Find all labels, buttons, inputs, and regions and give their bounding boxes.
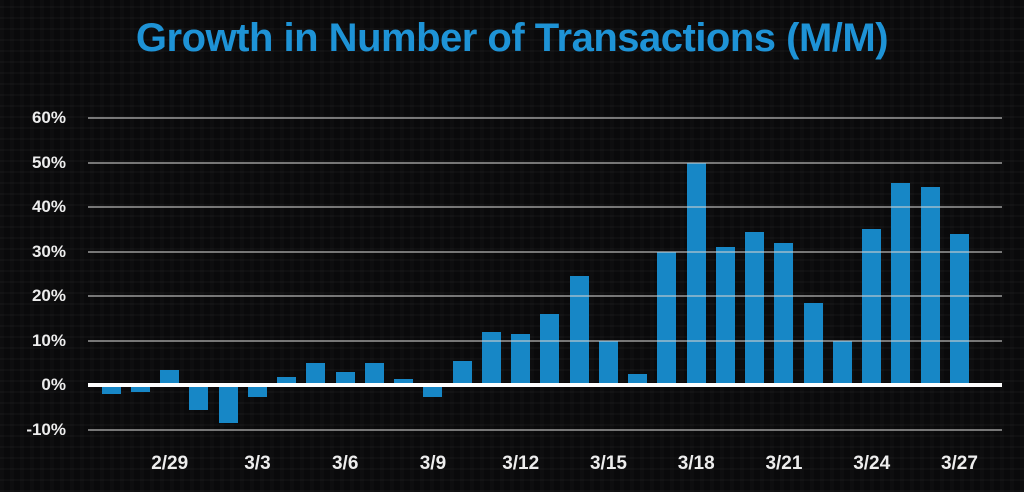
bar-3-24 (862, 229, 882, 386)
x-tick-label-3-12: 3/12 (502, 453, 540, 474)
gridline-50 (88, 161, 1002, 164)
x-tick-label-3-21: 3/21 (765, 453, 803, 474)
gridline-40 (88, 206, 1002, 209)
x-tick-label-3-9: 3/9 (419, 453, 447, 474)
bar-3-9 (423, 385, 443, 397)
bar-3-27 (949, 233, 969, 386)
bar-3-10 (452, 360, 472, 386)
bar-3-20 (745, 231, 765, 386)
bar-3-19 (715, 247, 735, 386)
plot-area (88, 117, 1002, 431)
bar-3-18 (686, 162, 706, 386)
chart-title: Growth in Number of Transactions (M/M) (135, 16, 889, 60)
bar-3-26 (920, 187, 940, 386)
bar-3-17 (657, 251, 677, 386)
y-tick-label-0: 0% (41, 375, 66, 395)
bar-3-8 (394, 378, 414, 386)
bar-3-21 (774, 242, 794, 386)
bar-2-28 (130, 385, 150, 393)
bar-3-3 (247, 385, 267, 397)
y-tick-label-20: 20% (31, 286, 66, 306)
bar-3-6 (335, 372, 355, 386)
x-tick-label-3-24: 3/24 (853, 453, 891, 474)
y-tick-label-30: 30% (31, 241, 66, 261)
bar-3-12 (511, 334, 531, 386)
bar-2-29 (160, 369, 180, 386)
y-tick-label-50: 50% (31, 152, 66, 172)
x-tick-label-2-29: 2/29 (151, 453, 189, 474)
y-tick-label-10: 10% (31, 330, 66, 350)
x-tick-label-3-3: 3/3 (244, 453, 271, 474)
y-tick-label-60: 60% (31, 108, 66, 127)
bar-3-5 (306, 363, 326, 386)
bar-3-25 (891, 182, 911, 386)
bar-3-16 (628, 374, 648, 386)
gridline-30 (88, 250, 1002, 253)
bar-3-1 (189, 385, 209, 410)
bar-3-15 (598, 340, 618, 386)
x-tick-label-3-27: 3/27 (940, 453, 978, 474)
bar-3-11 (481, 331, 501, 386)
gridline-10 (88, 339, 1002, 342)
bar-3-2 (218, 385, 238, 424)
bar-3-23 (832, 340, 852, 386)
bar-3-7 (364, 363, 384, 386)
zero-axis-line (88, 383, 1002, 388)
gridline-60 (88, 117, 1002, 119)
gridline-20 (88, 295, 1002, 298)
x-tick-label-3-6: 3/6 (331, 453, 359, 474)
x-tick-label-3-15: 3/15 (589, 453, 627, 474)
bar-3-22 (803, 302, 823, 386)
bar-3-4 (277, 376, 297, 386)
bar-3-13 (540, 314, 560, 386)
y-tick-label--10: -10% (26, 420, 66, 439)
y-tick-label-40: 40% (31, 197, 66, 217)
bar-2-27 (101, 385, 121, 395)
x-tick-label-3-18: 3/18 (677, 453, 715, 474)
gridline--10 (88, 429, 1002, 431)
bar-3-14 (569, 276, 589, 386)
